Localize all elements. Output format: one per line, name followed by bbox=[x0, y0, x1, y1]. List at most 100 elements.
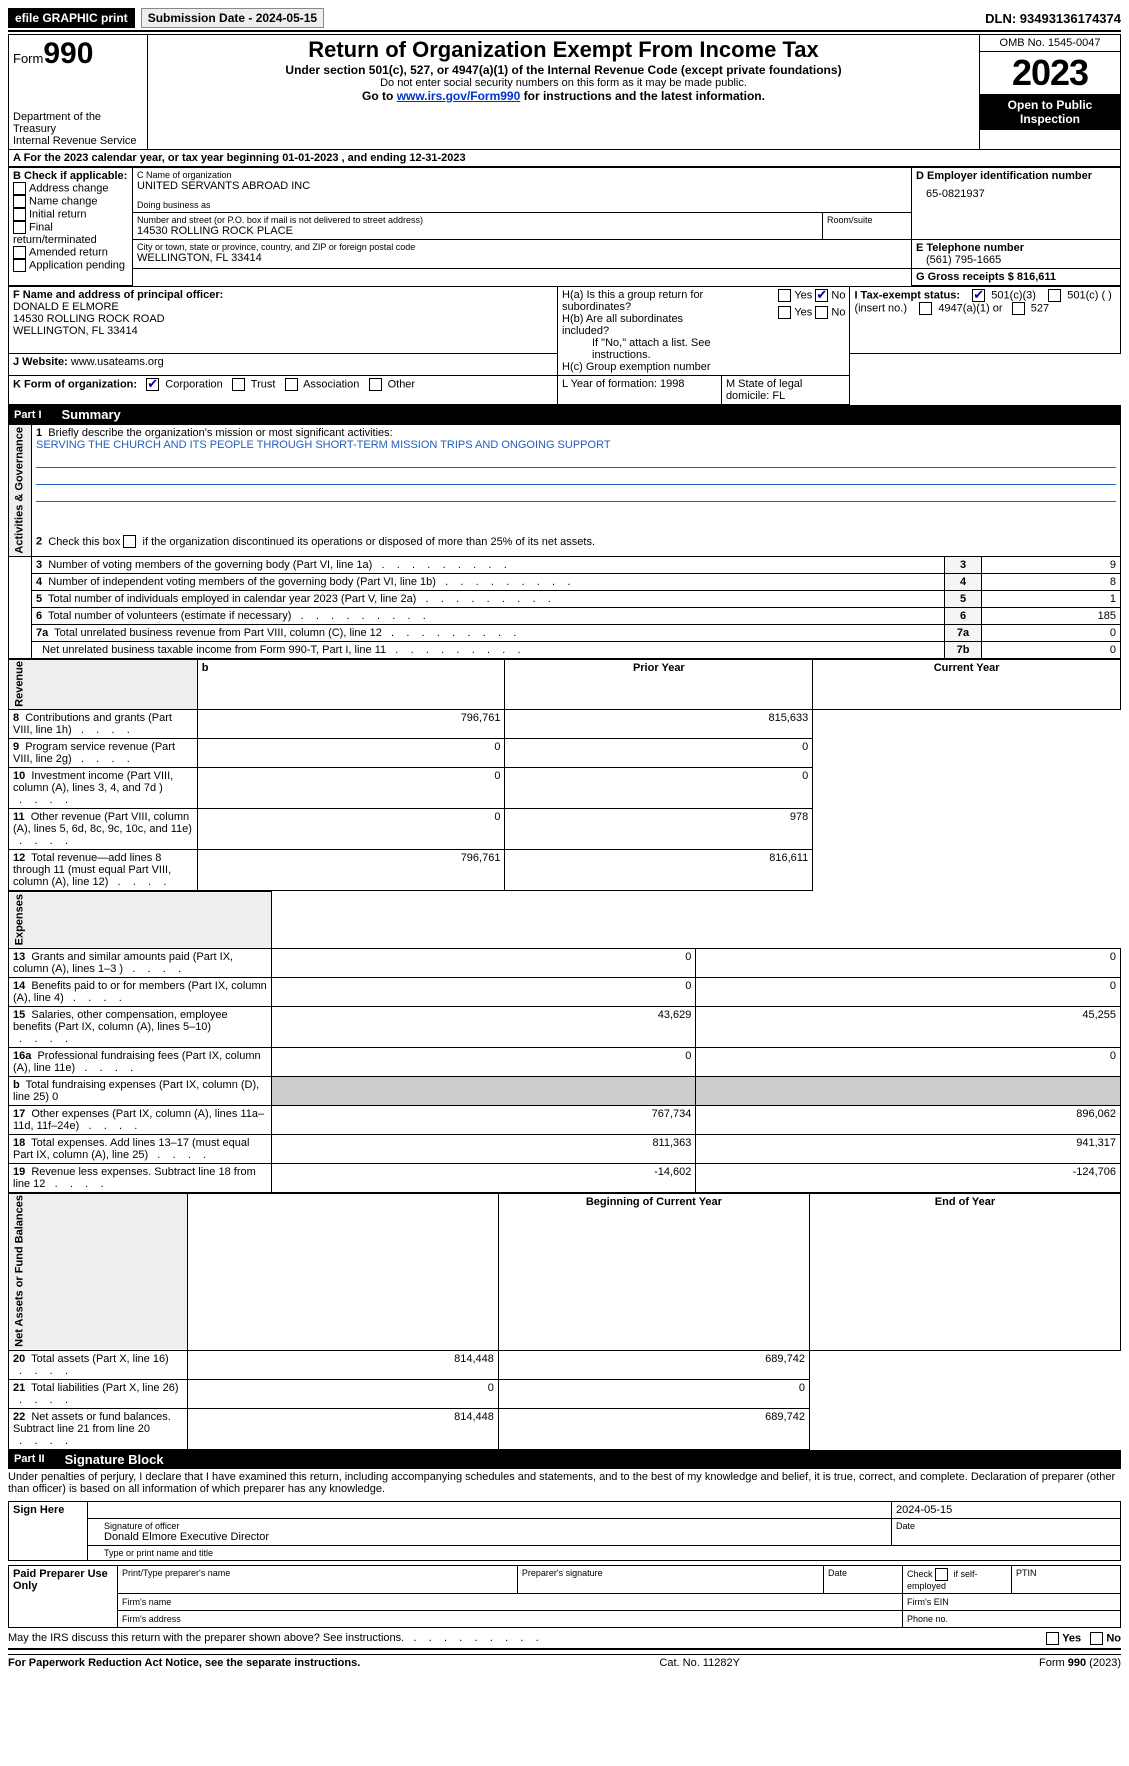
summary-line-value: 185 bbox=[982, 607, 1121, 624]
summary-line-key: 4 bbox=[945, 573, 982, 590]
cb-hb-no[interactable] bbox=[815, 306, 828, 319]
summary-line-value: 1 bbox=[982, 590, 1121, 607]
line-text: 20 Total assets (Part X, line 16) bbox=[9, 1350, 188, 1379]
summary-line-key: 6 bbox=[945, 607, 982, 624]
form-number: Form990 bbox=[13, 37, 143, 71]
current-year-value bbox=[696, 1076, 1121, 1105]
form-subtitle-2: Do not enter social security numbers on … bbox=[152, 77, 975, 89]
line-text: 18 Total expenses. Add lines 13–17 (must… bbox=[9, 1134, 272, 1163]
year-formation: L Year of formation: 1998 bbox=[558, 376, 722, 405]
prior-year-header: Prior Year bbox=[505, 659, 813, 710]
revenue-section: Revenue b Prior Year Current Year 8 Cont… bbox=[8, 659, 1121, 892]
submission-date-button[interactable]: Submission Date - 2024-05-15 bbox=[141, 8, 324, 28]
line-text: 15 Salaries, other compensation, employe… bbox=[9, 1006, 272, 1047]
cb-other[interactable] bbox=[369, 378, 382, 391]
prior-year-value: 796,761 bbox=[197, 850, 505, 891]
cb-trust[interactable] bbox=[232, 378, 245, 391]
summary-section: Activities & Governance 1 Briefly descri… bbox=[8, 424, 1121, 557]
cb-initial-return[interactable] bbox=[13, 208, 26, 221]
cb-address-change[interactable] bbox=[13, 182, 26, 195]
cb-ha-yes[interactable] bbox=[778, 289, 791, 302]
cb-name-change[interactable] bbox=[13, 195, 26, 208]
h-a: H(a) Is this a group return for subordin… bbox=[562, 289, 717, 313]
officer-sig-name: Donald Elmore Executive Director bbox=[104, 1531, 887, 1543]
cb-discontinued[interactable] bbox=[123, 535, 136, 548]
dba-label: Doing business as bbox=[137, 200, 907, 210]
current-year-value: 0 bbox=[498, 1379, 809, 1408]
entity-info-block-2: F Name and address of principal officer:… bbox=[8, 286, 1121, 405]
efile-graphic-print-button[interactable]: efile GRAPHIC print bbox=[8, 8, 135, 28]
cb-527[interactable] bbox=[1012, 302, 1025, 315]
cb-501c3[interactable] bbox=[972, 289, 985, 302]
summary-line-text: 4 Number of independent voting members o… bbox=[32, 573, 945, 590]
mission-label: Briefly describe the organization's miss… bbox=[48, 427, 392, 439]
sign-date: 2024-05-15 bbox=[892, 1501, 1121, 1518]
governance-lines: 3 Number of voting members of the govern… bbox=[8, 556, 1121, 659]
cb-discuss-yes[interactable] bbox=[1046, 1632, 1059, 1645]
box-b-label: B Check if applicable: bbox=[13, 170, 128, 182]
summary-line-value: 9 bbox=[982, 556, 1121, 573]
prep-self-employed: Check if self-employed bbox=[907, 1568, 1007, 1591]
current-year-value: 0 bbox=[696, 948, 1121, 977]
summary-line-text: 6 Total number of volunteers (estimate i… bbox=[32, 607, 945, 624]
ein-value: 65-0821937 bbox=[916, 182, 1116, 200]
cb-discuss-no[interactable] bbox=[1090, 1632, 1103, 1645]
page-footer: For Paperwork Reduction Act Notice, see … bbox=[8, 1654, 1121, 1669]
cb-501c[interactable] bbox=[1048, 289, 1061, 302]
street-value: 14530 ROLLING ROCK PLACE bbox=[137, 225, 818, 237]
open-to-public: Open to Public Inspection bbox=[980, 94, 1120, 130]
line-text: 17 Other expenses (Part IX, column (A), … bbox=[9, 1105, 272, 1134]
cb-4947[interactable] bbox=[919, 302, 932, 315]
prior-year-value: 811,363 bbox=[271, 1134, 696, 1163]
cb-hb-yes[interactable] bbox=[778, 306, 791, 319]
footer-right: Form 990 (2023) bbox=[1039, 1657, 1121, 1669]
footer-left: For Paperwork Reduction Act Notice, see … bbox=[8, 1657, 360, 1669]
dept-treasury: Department of the Treasury bbox=[13, 111, 143, 135]
current-year-value: 689,742 bbox=[498, 1408, 809, 1449]
cb-amended-return[interactable] bbox=[13, 246, 26, 259]
form-subtitle-1: Under section 501(c), 527, or 4947(a)(1)… bbox=[152, 63, 975, 77]
phone-value: (561) 795-1665 bbox=[916, 254, 1116, 266]
city-label: City or town, state or province, country… bbox=[137, 242, 907, 252]
irs-link[interactable]: www.irs.gov/Form990 bbox=[397, 89, 521, 103]
prior-year-value: 767,734 bbox=[271, 1105, 696, 1134]
prior-year-value: 0 bbox=[197, 739, 505, 768]
vtab-governance: Activities & Governance bbox=[9, 425, 32, 557]
cb-corporation[interactable] bbox=[146, 378, 159, 391]
cb-application-pending[interactable] bbox=[13, 259, 26, 272]
summary-line-key: 7a bbox=[945, 624, 982, 641]
summary-line-key: 7b bbox=[945, 641, 982, 658]
prior-year-value: 814,448 bbox=[187, 1350, 498, 1379]
dln-label: DLN: 93493136174374 bbox=[985, 11, 1121, 26]
firm-ein-label: Firm's EIN bbox=[907, 1597, 949, 1607]
officer-name: DONALD E ELMORE bbox=[13, 301, 553, 313]
org-name-label: C Name of organization bbox=[137, 170, 907, 180]
line-text: 13 Grants and similar amounts paid (Part… bbox=[9, 948, 272, 977]
summary-line-value: 0 bbox=[982, 624, 1121, 641]
type-name-label: Type or print name and title bbox=[104, 1548, 1116, 1558]
cb-association[interactable] bbox=[285, 378, 298, 391]
paid-preparer-label: Paid Preparer Use Only bbox=[9, 1565, 118, 1627]
cb-final-return[interactable] bbox=[13, 221, 26, 234]
summary-line-text: 7a Total unrelated business revenue from… bbox=[32, 624, 945, 641]
prep-date-label: Date bbox=[828, 1568, 898, 1578]
current-year-value: 941,317 bbox=[696, 1134, 1121, 1163]
street-label: Number and street (or P.O. box if mail i… bbox=[137, 215, 818, 225]
paid-preparer-block: Paid Preparer Use Only Print/Type prepar… bbox=[8, 1565, 1121, 1628]
line-text: 21 Total liabilities (Part X, line 26) bbox=[9, 1379, 188, 1408]
line-text: 9 Program service revenue (Part VIII, li… bbox=[9, 739, 198, 768]
summary-line-value: 8 bbox=[982, 573, 1121, 590]
prior-year-value: 0 bbox=[271, 1047, 696, 1076]
cb-self-employed[interactable] bbox=[935, 1568, 948, 1581]
prior-year-value: 0 bbox=[197, 809, 505, 850]
officer-city: WELLINGTON, FL 33414 bbox=[13, 325, 553, 337]
summary-line-text: 3 Number of voting members of the govern… bbox=[32, 556, 945, 573]
firm-name-label: Firm's name bbox=[122, 1597, 171, 1607]
h-note: If "No," attach a list. See instructions… bbox=[562, 337, 717, 361]
cb-ha-no[interactable] bbox=[815, 289, 828, 302]
summary-line-text: Net unrelated business taxable income fr… bbox=[32, 641, 945, 658]
prior-year-value: 814,448 bbox=[187, 1408, 498, 1449]
room-suite-label: Room/suite bbox=[827, 215, 907, 225]
line-text: 8 Contributions and grants (Part VIII, l… bbox=[9, 710, 198, 739]
perjury-text: Under penalties of perjury, I declare th… bbox=[8, 1469, 1121, 1497]
